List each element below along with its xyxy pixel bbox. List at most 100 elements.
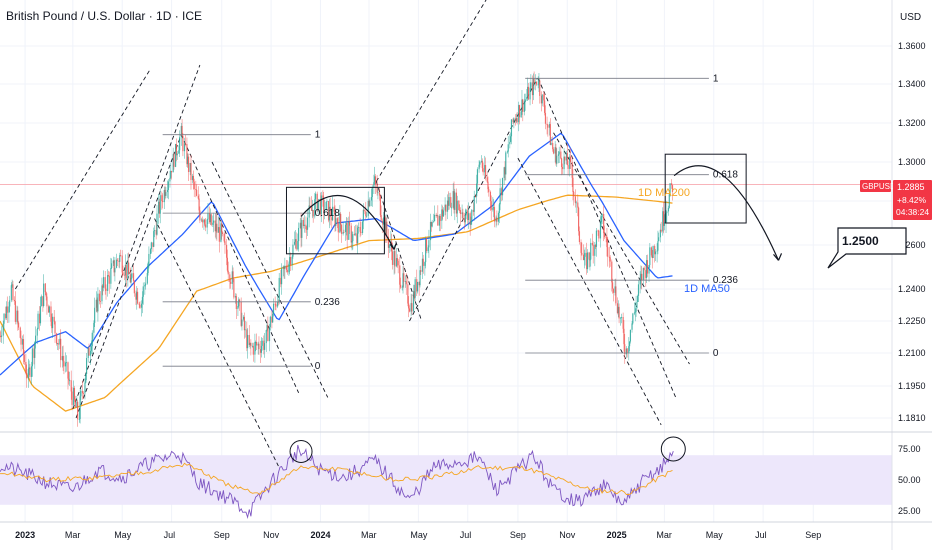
candle-body [87,347,89,359]
candle-body [430,221,432,227]
candle-body [476,169,479,184]
candle-body [243,316,245,331]
candle-body [478,164,480,170]
candle-body [192,175,195,182]
candle-body [641,273,643,281]
candle-body [144,284,146,287]
candle-body [52,316,54,329]
candle-body [40,296,42,307]
candle-body [226,257,229,271]
candle-body [662,211,664,232]
candle-body [136,291,138,300]
candle-body [374,176,377,185]
projection-box [664,153,747,224]
candle-body [380,215,382,221]
candle-body [412,291,415,312]
candle-body [572,177,574,192]
candle-body [396,258,398,261]
candle-body [308,205,310,218]
candle-body [142,286,144,297]
candle-body [42,296,44,306]
candle-body [193,181,195,190]
candle-body [291,256,293,266]
candle-body [486,177,488,182]
candle-body [251,345,254,347]
candle-body [425,238,427,263]
candle-body [618,306,620,319]
candle-body [399,284,402,288]
projection-arrow-head [773,253,783,261]
candle-body [272,313,274,323]
candle-body [88,347,90,356]
candle-body [14,301,16,322]
candle-body [362,209,364,222]
candle-body [365,211,367,217]
candle-body [421,258,424,272]
candle-body [369,200,371,207]
candle-body [567,164,569,169]
candle-body [580,242,582,253]
candle-body [275,304,277,307]
candle-body [637,284,640,296]
candle-body [175,143,177,167]
candle-body [345,223,347,225]
projection-arrow [673,165,780,261]
fib-2023-label: 0.236 [315,297,340,308]
candle-body [289,257,292,266]
candle-body [648,265,650,274]
candle-body [121,255,123,273]
candle-body [71,391,73,405]
candle-body [637,295,639,303]
candle-body [438,215,441,226]
candle-body [303,224,305,227]
candle-body [452,191,454,208]
candle-body [99,300,101,302]
channel-line [180,134,300,394]
candle-body [374,176,376,183]
candle-body [640,273,642,281]
candle-body [141,296,144,304]
candle-body [530,82,532,88]
candle-body [420,270,422,272]
candle-body [204,224,207,228]
candle-body [133,281,135,294]
candle-body [450,207,453,209]
channel-line [72,64,201,410]
candle-body [124,274,126,276]
candle-body [336,218,339,224]
candle-body [612,282,614,289]
candle-body [158,201,161,214]
candle-body [189,162,191,172]
candle-body [152,242,154,247]
candle-body [113,260,115,273]
candle-body [352,234,354,242]
candle-body [265,330,267,344]
candle-body [223,234,225,242]
candle-body [617,306,619,314]
candle-body [250,342,252,347]
x-tick-label: Jul [164,530,176,540]
x-tick-label: Sep [214,530,230,540]
chart-title: British Pound / U.S. Dollar · 1D · ICE [6,9,203,23]
candle-body [458,200,460,211]
channel-line [75,134,182,419]
candle-body [368,200,370,207]
candle-body [47,306,50,313]
candle-body [552,142,554,150]
candle-body [605,237,607,238]
candle-body [31,348,33,367]
candle-body [201,219,203,223]
candle-body [292,244,294,257]
candle-body [119,255,122,256]
candle-body [18,322,20,328]
candle-body [259,349,262,353]
candle-body [470,220,472,225]
candle-body [501,177,504,196]
candle-body [518,105,521,118]
rsi-panel [0,436,686,520]
candle-body [264,343,266,350]
grid [0,0,892,522]
candle-body [176,153,178,156]
fib-2023-label: 0.618 [315,208,340,219]
